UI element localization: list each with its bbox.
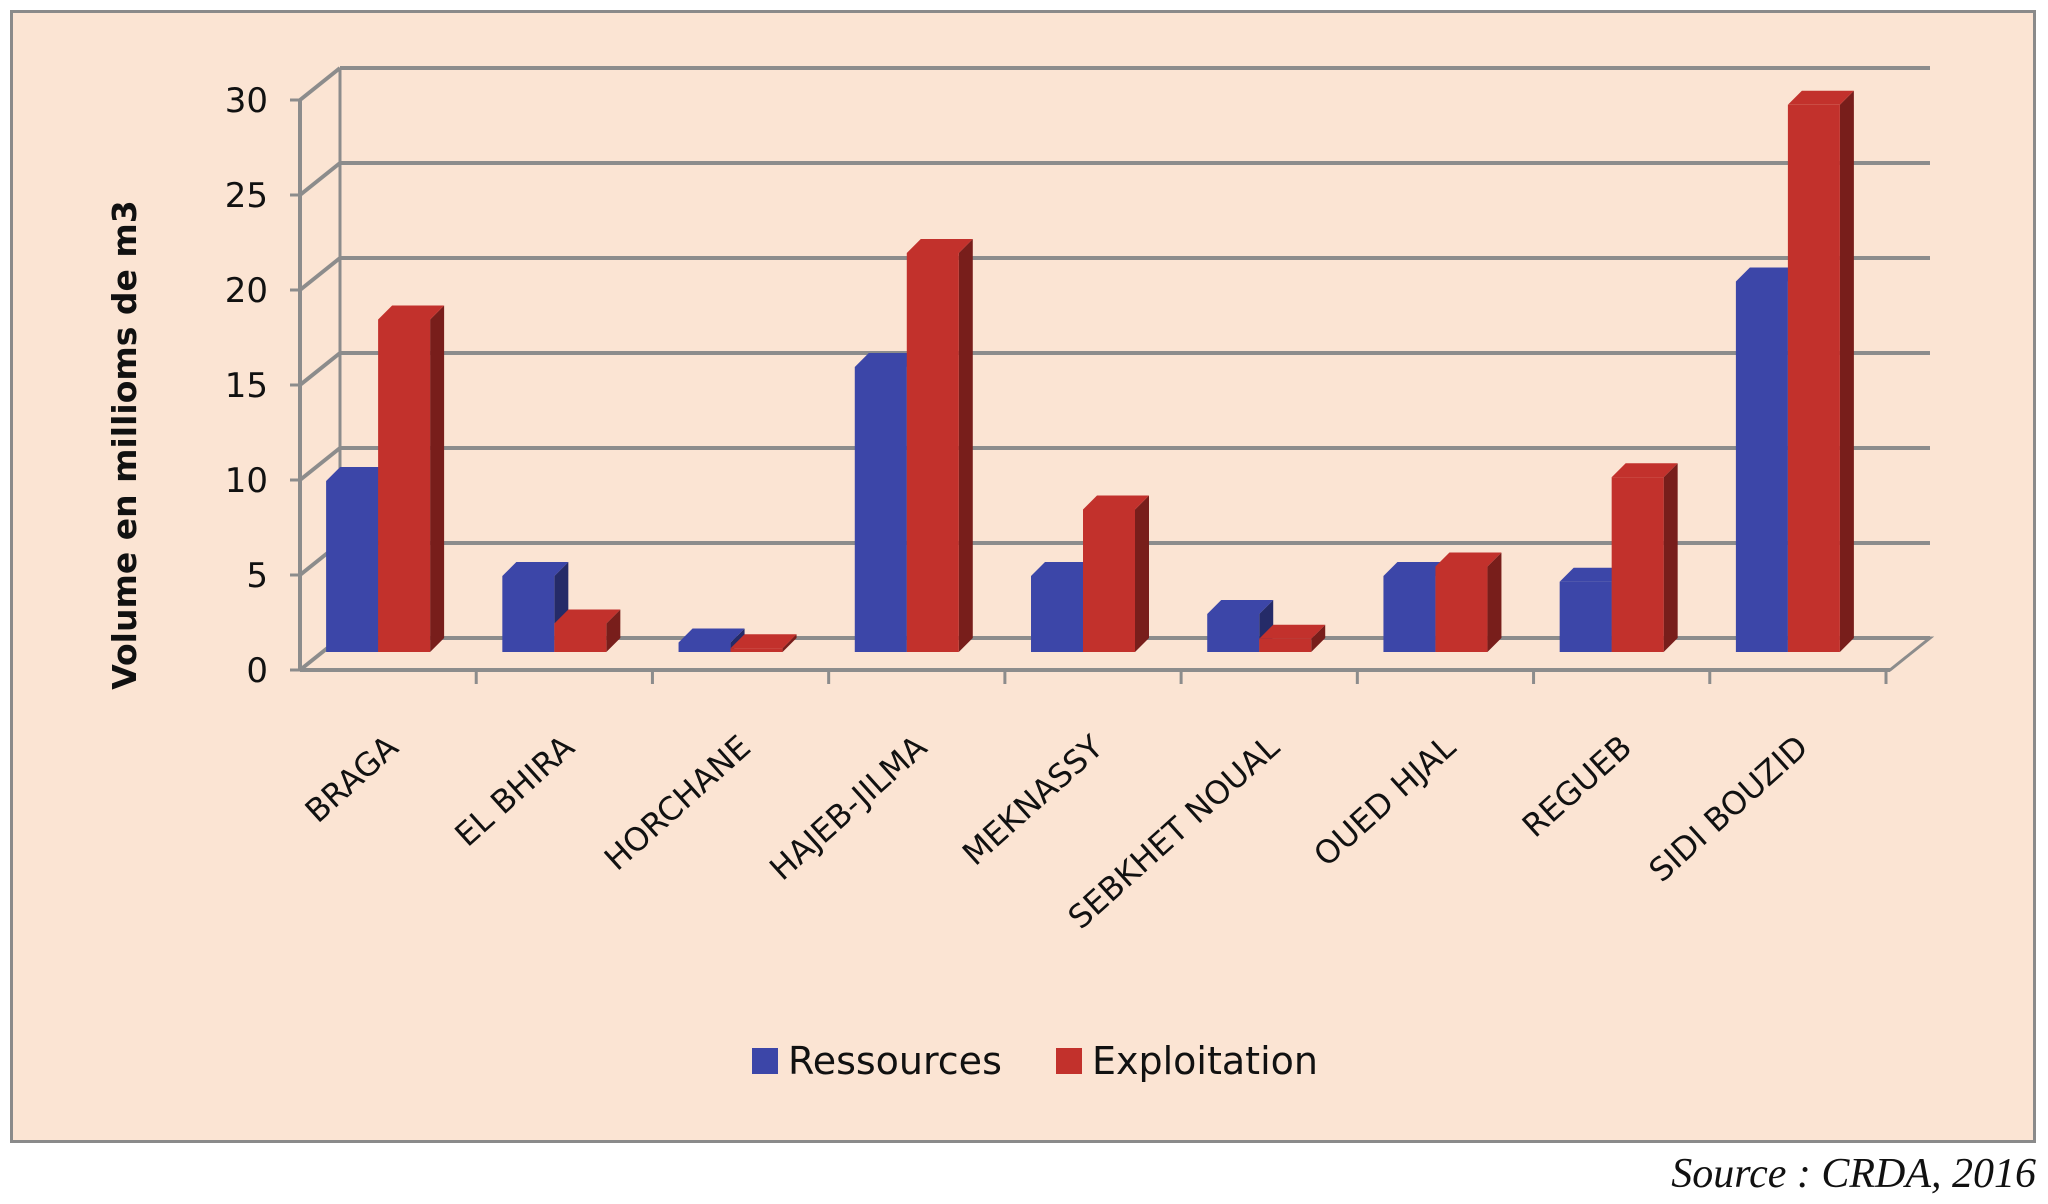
bar-side bbox=[1487, 552, 1502, 652]
bar-front bbox=[854, 367, 907, 652]
bar-top bbox=[678, 628, 745, 643]
bar-front bbox=[502, 576, 555, 652]
bar-top bbox=[1735, 267, 1802, 282]
legend-swatch bbox=[752, 1048, 778, 1074]
bar-front bbox=[1435, 566, 1488, 652]
bar-exploitation bbox=[1083, 495, 1149, 652]
bar-front bbox=[1207, 614, 1260, 652]
bar-front bbox=[1259, 638, 1312, 652]
legend-swatch bbox=[1056, 1048, 1082, 1074]
bar-front bbox=[678, 642, 731, 652]
bar-front bbox=[378, 319, 431, 652]
bar-chart: 0 5 10 15 20 25 30 BRAGA EL BHIRA HORCHANE HAJEB-J… bbox=[105, 66, 1935, 1083]
bar-exploitation bbox=[1259, 624, 1326, 652]
bar-exploitation bbox=[378, 305, 445, 652]
gridline-depth bbox=[298, 161, 342, 197]
x-tick-label: BRAGA bbox=[298, 728, 406, 831]
bar-side bbox=[958, 239, 973, 652]
y-tick-label: 10 bbox=[225, 461, 268, 501]
bar-side bbox=[606, 609, 621, 652]
bar-exploitation bbox=[1435, 552, 1502, 652]
gridline-depth bbox=[298, 351, 342, 387]
bar-top bbox=[1207, 600, 1274, 614]
bar-front bbox=[906, 253, 959, 652]
bar-exploitation bbox=[554, 609, 621, 652]
x-tick-label: OUED HJAL bbox=[1306, 728, 1463, 874]
y-tick-label: 30 bbox=[225, 81, 268, 121]
bar-side bbox=[430, 305, 445, 652]
bar-top bbox=[378, 305, 445, 320]
x-tick-label: SIDI BOUZID bbox=[1642, 728, 1816, 890]
bar-top bbox=[1559, 567, 1626, 582]
bar-front bbox=[1735, 281, 1788, 652]
bar-front bbox=[1083, 509, 1135, 652]
legend-label: Exploitation bbox=[1092, 1039, 1318, 1083]
bar-top bbox=[1435, 552, 1502, 567]
bar-front bbox=[554, 623, 607, 652]
x-tick-label: HAJEB-JILMA bbox=[762, 728, 934, 888]
y-axis-label: Volume en millioms de m3 bbox=[105, 200, 144, 690]
bar-front bbox=[1031, 576, 1083, 652]
bar-front bbox=[1787, 104, 1840, 653]
bar-side bbox=[1839, 90, 1854, 653]
bar-top bbox=[1611, 463, 1678, 478]
bar-exploitation bbox=[1787, 90, 1854, 653]
y-tick-label: 5 bbox=[246, 556, 268, 596]
bar-front bbox=[326, 481, 379, 652]
y-tick-label: 0 bbox=[246, 651, 268, 691]
bar-top bbox=[1383, 562, 1450, 576]
bar-exploitation bbox=[730, 634, 797, 652]
bar-front bbox=[1611, 477, 1664, 652]
bars bbox=[326, 90, 1854, 653]
bar-front bbox=[730, 648, 783, 652]
gridline-depth bbox=[298, 66, 342, 102]
x-tick-label: REGUEB bbox=[1515, 728, 1639, 845]
x-tick-label: HORCHANE bbox=[597, 728, 758, 878]
bar-top bbox=[854, 353, 921, 367]
gridline-depth bbox=[298, 446, 342, 482]
bar-top bbox=[730, 634, 797, 649]
y-tick-label: 20 bbox=[225, 271, 268, 311]
bar-top bbox=[1031, 562, 1097, 576]
bar-top bbox=[1083, 495, 1149, 510]
x-tick-label: MEKNASSY bbox=[955, 727, 1111, 873]
source-note: Source : CRDA, 2016 bbox=[1671, 1151, 2036, 1197]
bar-top bbox=[1259, 624, 1326, 639]
legend: Ressources Exploitation bbox=[752, 1039, 1318, 1083]
bar-side bbox=[1135, 495, 1149, 652]
legend-label: Ressources bbox=[788, 1039, 1002, 1083]
bar-top bbox=[1787, 90, 1854, 105]
gridline-depth bbox=[298, 256, 342, 292]
bar-exploitation bbox=[1611, 463, 1678, 652]
bar-side bbox=[1663, 463, 1678, 652]
bar-top bbox=[906, 239, 973, 253]
bar-front bbox=[1559, 581, 1612, 652]
bar-top bbox=[554, 609, 621, 624]
y-tick-label: 25 bbox=[225, 176, 268, 216]
bar-front bbox=[1383, 576, 1436, 652]
bar-side bbox=[782, 634, 797, 652]
y-tick-label: 15 bbox=[225, 366, 268, 406]
bar-side bbox=[1311, 624, 1326, 652]
bar-top bbox=[502, 562, 569, 576]
x-tick-label: EL BHIRA bbox=[447, 728, 581, 854]
bar-top bbox=[326, 467, 393, 481]
bar-exploitation bbox=[906, 239, 973, 652]
